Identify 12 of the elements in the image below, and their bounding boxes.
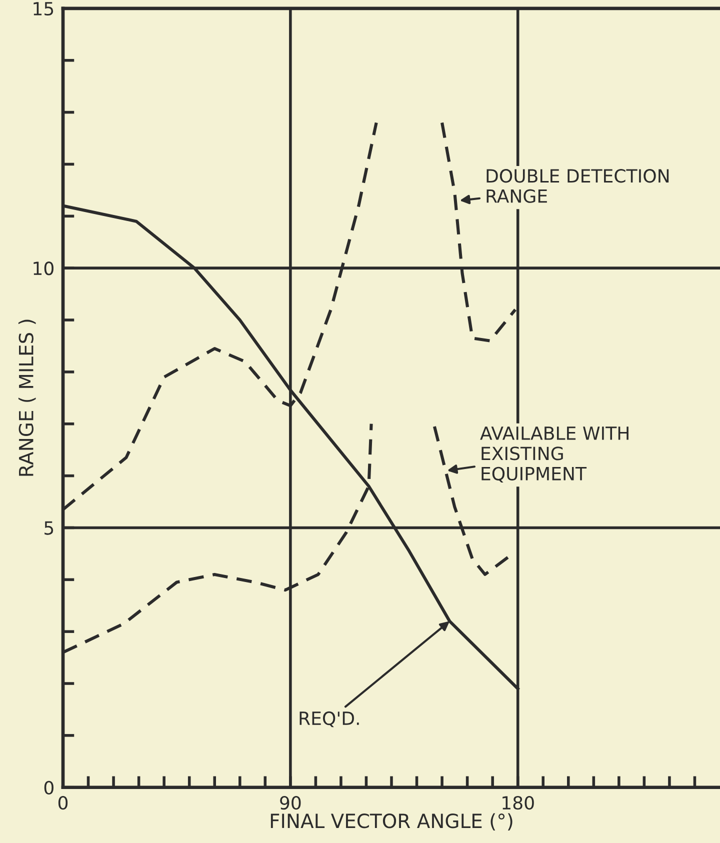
- annotation: AVAILABLE WITH EXISTING EQUIPMENT: [480, 426, 628, 483]
- x-axis-title: FINAL VECTOR ANGLE (°): [270, 813, 512, 831]
- y-axis-title: RANGE ( MILES ): [18, 320, 36, 476]
- annotation: DOUBLE DETECTION RANGE: [486, 169, 669, 203]
- y-tick-label: 15: [34, 2, 54, 16]
- x-tick-label: 90: [280, 796, 301, 810]
- x-tick-label: 0: [58, 796, 68, 810]
- y-tick-label: 0: [44, 780, 54, 794]
- x-tick-label: 180: [502, 796, 534, 810]
- annotation: REQ'D.: [300, 711, 359, 728]
- y-tick-label: 10: [34, 262, 54, 276]
- y-tick-label: 5: [44, 521, 54, 535]
